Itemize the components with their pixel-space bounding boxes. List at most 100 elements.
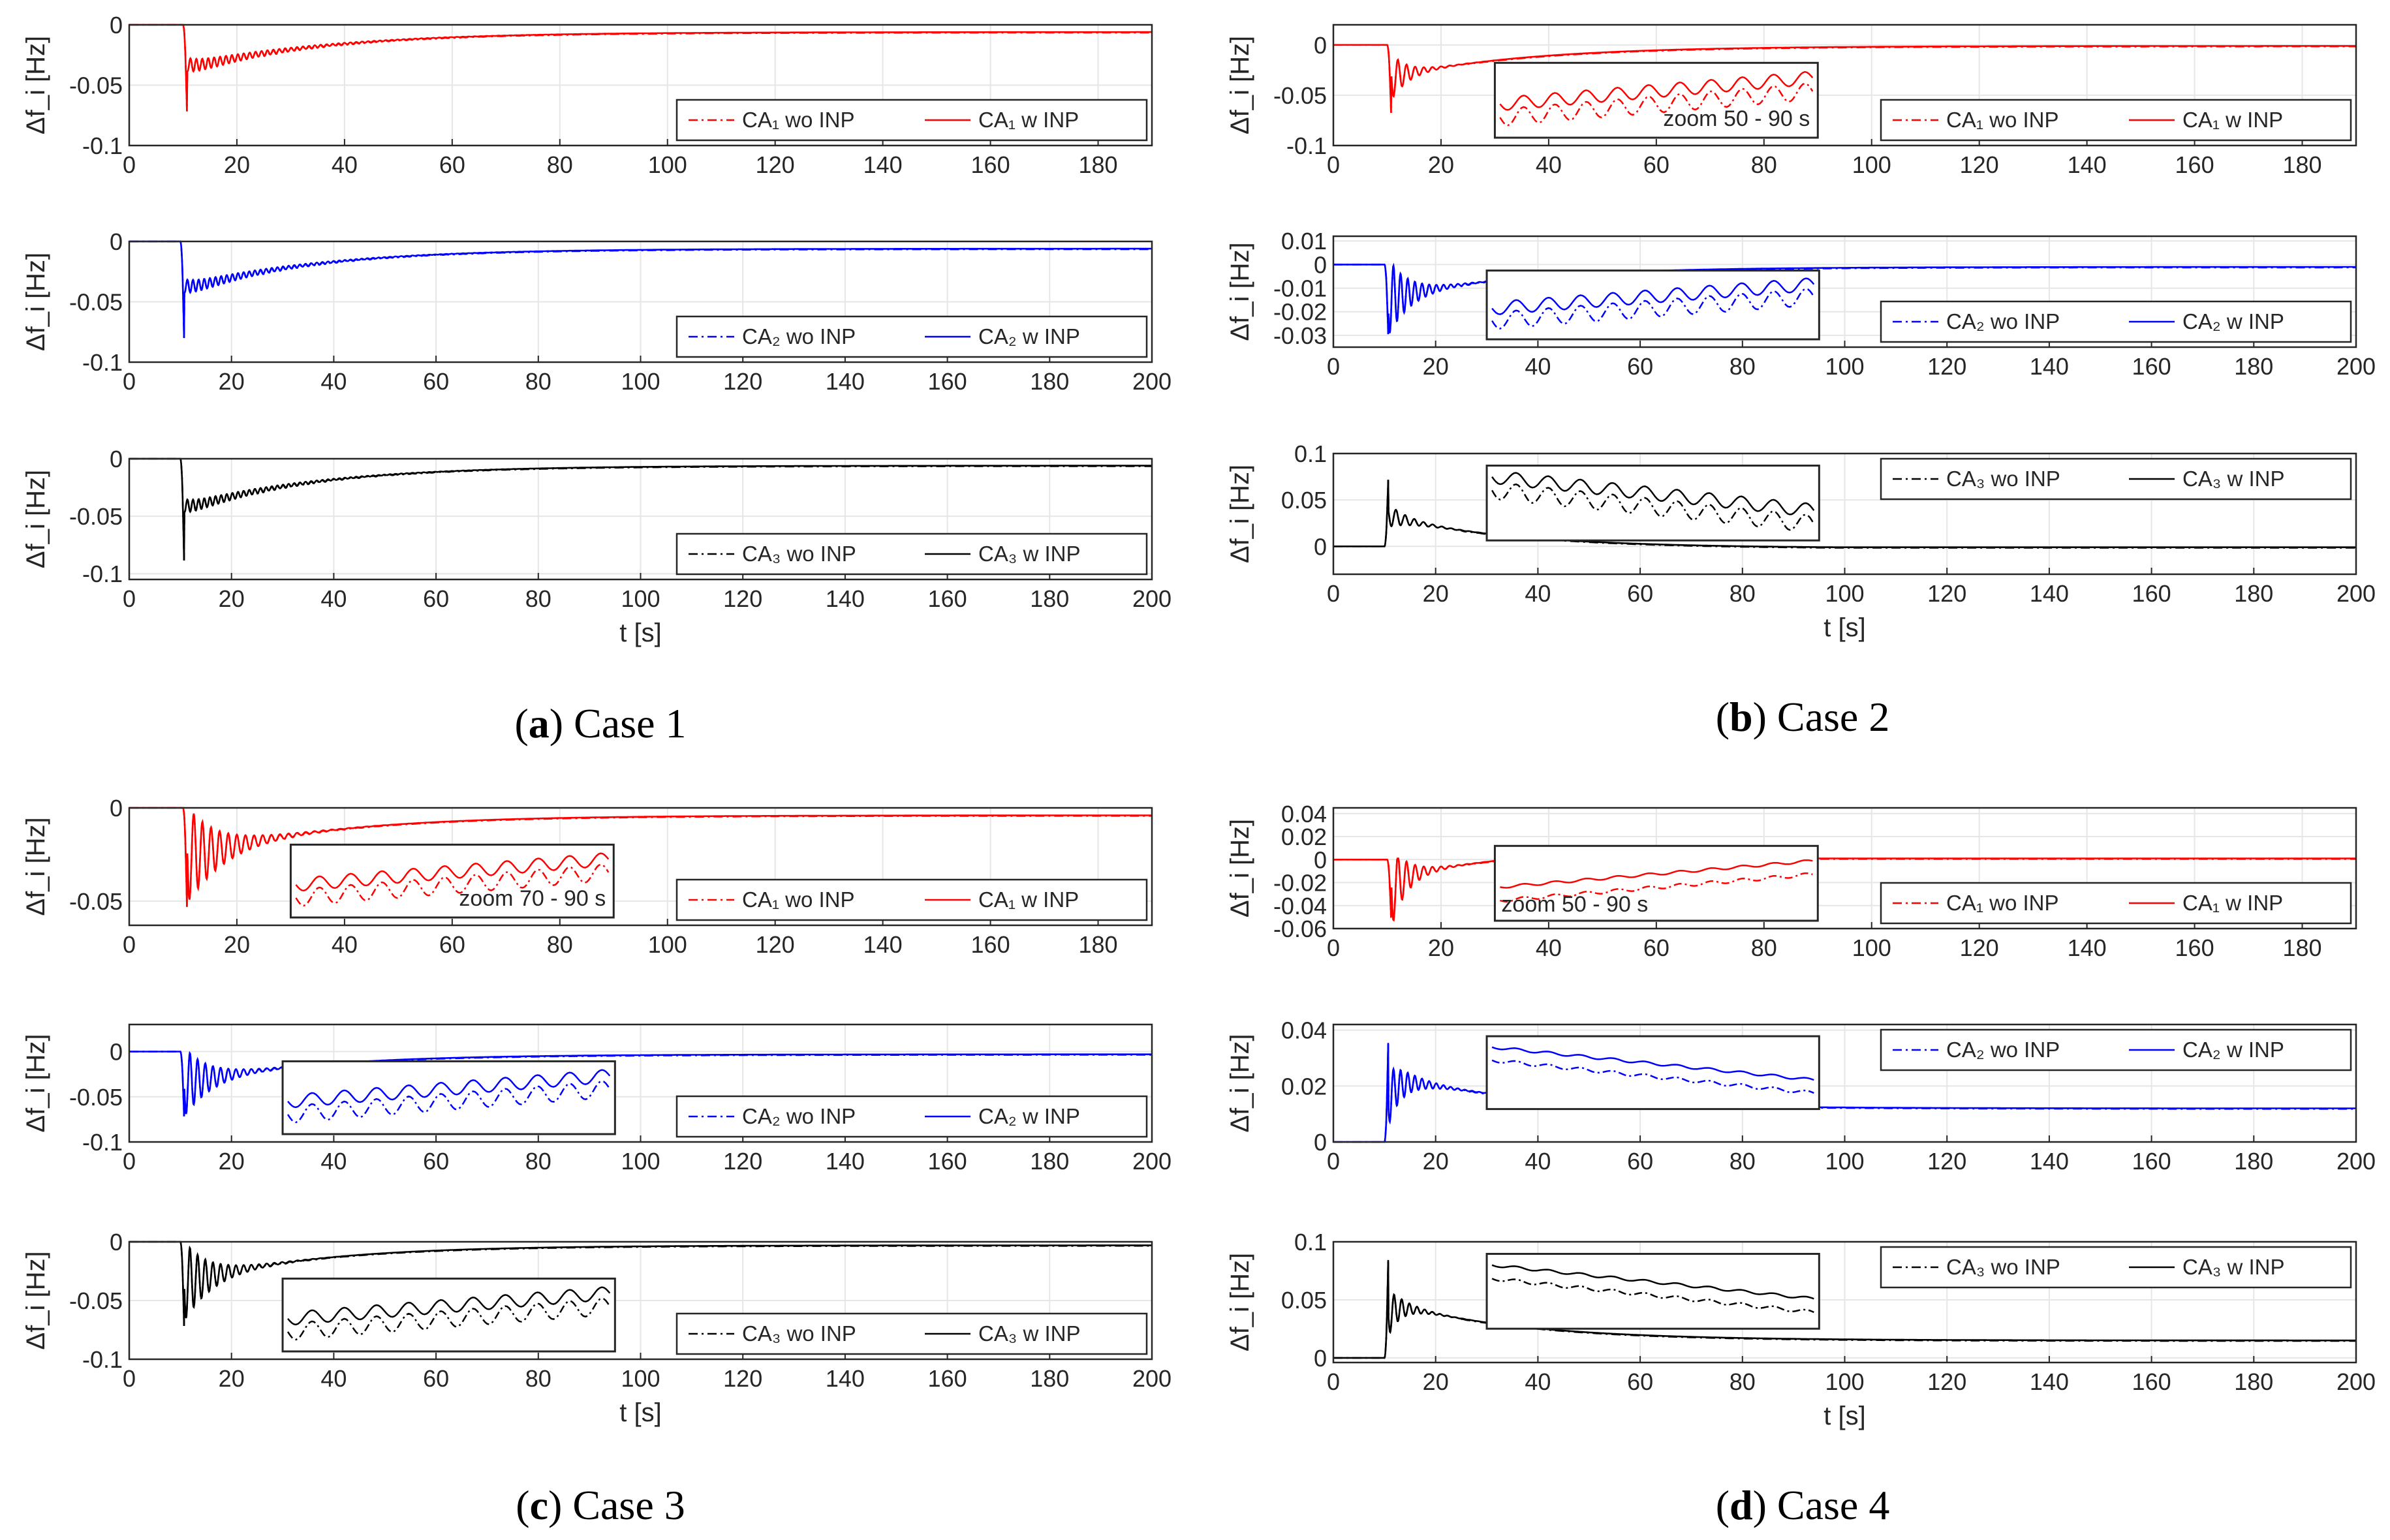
xtick-label-b1-160: 160: [2175, 151, 2214, 178]
xtick-label-d3-40: 40: [1525, 1368, 1551, 1395]
ytick-label-c2--0.05: -0.05: [69, 1084, 123, 1111]
ytick-label-c3--0.1: -0.1: [82, 1346, 123, 1373]
ylabel-b1: Δf_i [Hz]: [1226, 36, 1254, 134]
chart-b2: 0 20 40 60 80 100 120 140 160 180 2000.010-0.01-0.…: [1226, 228, 2376, 380]
xtick-label-b2-100: 100: [1825, 353, 1864, 380]
xtick-label-a3-20: 20: [219, 585, 245, 612]
xtick-label-d2-200: 200: [2336, 1148, 2376, 1175]
xtick-label-c2-200: 200: [1132, 1148, 1172, 1175]
xtick-label-c2-40: 40: [320, 1148, 347, 1175]
series-wo-a1: [129, 23, 1152, 112]
legend-label-wo-d1: CA₁ wo INP: [1946, 891, 2059, 915]
xtick-label-c3-120: 120: [723, 1365, 762, 1392]
xtick-label-b3-180: 180: [2234, 580, 2273, 607]
xtick-label-d3-0: 0: [1327, 1368, 1340, 1395]
xtick-label-b2-40: 40: [1525, 353, 1551, 380]
xtick-label-c2-20: 20: [219, 1148, 245, 1175]
chart-d3: 0 20 40 60 80 100 120 140 160 180 200 0.1 0.05 0 Δf_i …: [1226, 1229, 2376, 1430]
caption-c-close: ): [548, 1482, 572, 1528]
inset-b1: zoom 50 - 90 s: [1493, 61, 1819, 139]
xtick-label-b2-80: 80: [1730, 353, 1756, 380]
caption-d-text: Case 4: [1777, 1482, 1889, 1528]
xtick-label-d2-60: 60: [1627, 1148, 1653, 1175]
inset-frame-b3: [1485, 465, 1820, 542]
caption-b-text: Case 2: [1777, 694, 1889, 740]
xtick-label-c1-60: 60: [439, 931, 465, 958]
inset-label-c1: zoom 70 - 90 s: [459, 886, 606, 911]
inset-trace-w-b3: [1491, 472, 1815, 516]
xtick-label-a2-20: 20: [219, 368, 245, 395]
inset-frame-b1: [1493, 61, 1819, 139]
xtick-label-d3-200: 200: [2336, 1368, 2376, 1395]
ytick-label-c1-0: 0: [110, 795, 123, 822]
series-w-c1: [129, 807, 1152, 907]
xtick-label-a2-100: 100: [621, 368, 660, 395]
xtick-label-d1-0: 0: [1327, 934, 1340, 961]
series-w-a3: [129, 457, 1152, 561]
ylabel-d2: Δf_i [Hz]: [1226, 1034, 1254, 1132]
inset-trace-wo-b1: [1499, 82, 1814, 127]
xtick-label-b1-80: 80: [1751, 151, 1777, 178]
inset-trace-wo-d2: [1491, 1059, 1814, 1094]
legend-label-w-c3: CA₃ w INP: [978, 1321, 1080, 1346]
legend-label-w-d3: CA₃ w INP: [2182, 1255, 2284, 1279]
ytick-label-a2-0: 0: [110, 228, 123, 255]
xtick-label-c2-180: 180: [1030, 1148, 1069, 1175]
xtick-label-c3-100: 100: [621, 1365, 660, 1392]
xtick-label-d1-140: 140: [2068, 934, 2107, 961]
xlabel-b3: t [s]: [1824, 613, 1865, 642]
inset-trace-w-d3: [1491, 1264, 1814, 1300]
xtick-label-d3-160: 160: [2132, 1368, 2171, 1395]
xtick-label-a1-160: 160: [971, 151, 1010, 178]
ytick-label-d1--0.06: -0.06: [1273, 916, 1327, 942]
legend-box-b3: [1880, 457, 2352, 501]
ytick-label-d3-0.05: 0.05: [1281, 1287, 1327, 1314]
xtick-label-d2-180: 180: [2234, 1148, 2273, 1175]
caption-c: (c) Case 3: [516, 1482, 685, 1528]
xtick-label-b1-40: 40: [1536, 151, 1562, 178]
ylabel-a2: Δf_i [Hz]: [22, 253, 50, 351]
xtick-label-b3-20: 20: [1423, 580, 1449, 607]
caption-c-open: (: [516, 1482, 529, 1528]
caption-d-letter: d: [1730, 1482, 1753, 1528]
ytick-label-b3-0: 0: [1314, 533, 1327, 560]
inset-frame-d3: [1485, 1253, 1820, 1330]
xtick-label-b1-20: 20: [1428, 151, 1454, 178]
legend-label-w-b2: CA₂ w INP: [2182, 309, 2284, 333]
xtick-label-d2-100: 100: [1825, 1148, 1864, 1175]
xtick-label-d3-20: 20: [1423, 1368, 1449, 1395]
xtick-label-a3-200: 200: [1132, 585, 1172, 612]
xtick-label-c3-20: 20: [219, 1365, 245, 1392]
inset-frame-c2: [281, 1060, 616, 1135]
ytick-label-a1-0: 0: [110, 12, 123, 38]
caption-d-close: ): [1753, 1482, 1777, 1528]
ylabel-c2: Δf_i [Hz]: [22, 1034, 50, 1132]
xtick-label-c2-100: 100: [621, 1148, 660, 1175]
chart-a2: 0 20 40 60 80 100 120 140 160 180 200 0 -0.05 -0.1 Δf_…: [22, 228, 1172, 395]
xtick-label-d3-180: 180: [2234, 1368, 2273, 1395]
xtick-label-b2-180: 180: [2234, 353, 2273, 380]
caption-b-open: (: [1716, 694, 1730, 740]
ytick-label-d2-0: 0: [1314, 1129, 1327, 1156]
ytick-label-c2--0.1: -0.1: [82, 1129, 123, 1156]
xtick-label-a3-60: 60: [423, 585, 449, 612]
legend-box-d2: [1880, 1028, 2352, 1071]
ytick-label-c3--0.05: -0.05: [69, 1287, 123, 1314]
ytick-label-b2--0.03: -0.03: [1273, 322, 1327, 349]
caption-b: (b) Case 2: [1716, 694, 1890, 740]
inset-d2: [1485, 1035, 1820, 1111]
xtick-label-d1-80: 80: [1751, 934, 1777, 961]
xtick-label-b2-200: 200: [2336, 353, 2376, 380]
legend-box-b1: [1880, 99, 2352, 142]
xtick-label-d1-40: 40: [1536, 934, 1562, 961]
xtick-label-a1-120: 120: [756, 151, 795, 178]
xtick-label-c2-60: 60: [423, 1148, 449, 1175]
xlabel-d3: t [s]: [1824, 1402, 1865, 1430]
inset-trace-w-d1: [1500, 859, 1813, 889]
chart-c2: 0 20 40 60 80 100 120 140 160 180 200 0 -0.05 -0.1 Δf_…: [22, 1023, 1172, 1175]
legend-box-c2: [675, 1095, 1148, 1138]
ytick-label-d3-0.1: 0.1: [1294, 1229, 1327, 1255]
xtick-label-d1-160: 160: [2175, 934, 2214, 961]
xtick-label-b1-180: 180: [2282, 151, 2321, 178]
xtick-label-c2-80: 80: [525, 1148, 551, 1175]
